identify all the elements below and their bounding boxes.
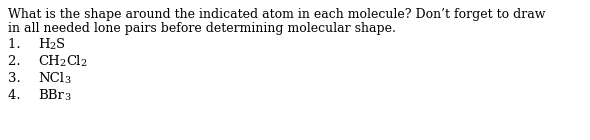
Text: BBr: BBr — [38, 89, 64, 102]
Text: 3.: 3. — [8, 72, 34, 85]
Text: 2: 2 — [60, 59, 66, 68]
Text: NCl: NCl — [38, 72, 64, 85]
Text: 2: 2 — [50, 42, 56, 51]
Text: S: S — [56, 38, 65, 51]
Text: 2: 2 — [80, 59, 87, 68]
Text: H: H — [38, 38, 50, 51]
Text: 4.: 4. — [8, 89, 34, 102]
Text: What is the shape around the indicated atom in each molecule? Don’t forget to dr: What is the shape around the indicated a… — [8, 8, 546, 21]
Text: CH: CH — [38, 55, 60, 68]
Text: 3: 3 — [64, 93, 70, 102]
Text: 2.: 2. — [8, 55, 34, 68]
Text: Cl: Cl — [66, 55, 80, 68]
Text: in all needed lone pairs before determining molecular shape.: in all needed lone pairs before determin… — [8, 22, 396, 35]
Text: 1.: 1. — [8, 38, 34, 51]
Text: 3: 3 — [64, 76, 70, 85]
